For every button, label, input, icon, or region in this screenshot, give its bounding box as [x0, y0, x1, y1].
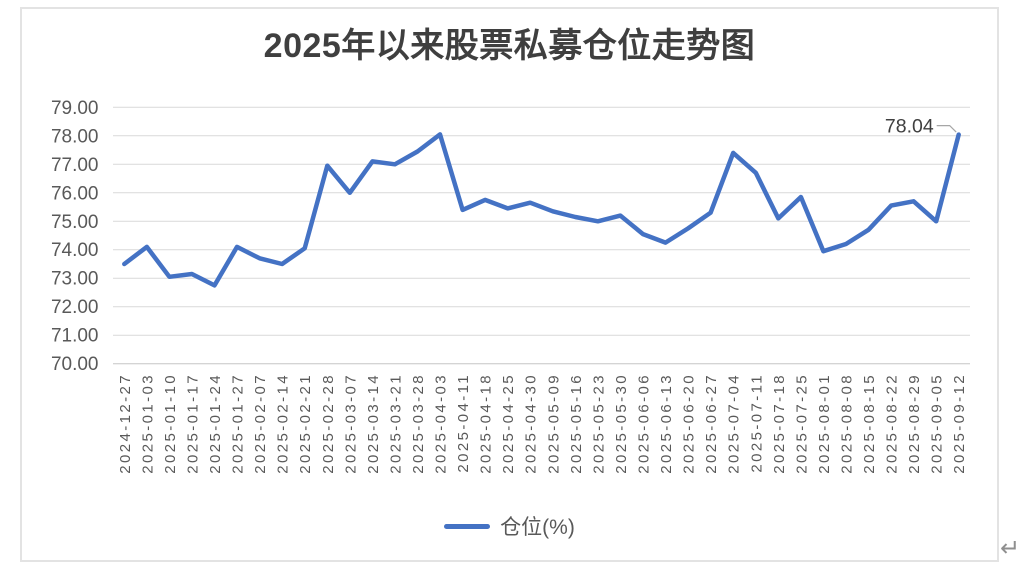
x-tick-label: 2025-09-05 — [929, 373, 946, 474]
x-tick-label: 2025-06-06 — [636, 373, 653, 474]
legend-label: 仓位(%) — [500, 516, 575, 539]
x-tick-label: 2025-07-25 — [793, 373, 810, 474]
x-tick-label: 2025-01-10 — [162, 373, 179, 474]
x-tick-label: 2025-08-29 — [906, 373, 923, 474]
y-tick-label: 74.00 — [51, 240, 99, 261]
x-tick-label: 2025-04-18 — [478, 373, 495, 474]
chart-frame[interactable] — [20, 7, 999, 562]
x-tick-label: 2025-03-28 — [410, 373, 427, 474]
x-tick-label: 2025-05-30 — [613, 373, 630, 474]
x-tick-label: 2025-01-03 — [139, 373, 156, 474]
x-tick-label: 2025-07-18 — [771, 373, 788, 474]
x-tick-label: 2025-02-28 — [320, 373, 337, 474]
x-tick-label: 2025-08-15 — [861, 373, 878, 474]
x-tick-label: 2025-03-21 — [387, 373, 404, 474]
x-tick-label: 2025-05-16 — [568, 373, 585, 474]
y-tick-label: 78.00 — [51, 126, 99, 147]
y-tick-label: 72.00 — [51, 297, 99, 318]
y-tick-label: 76.00 — [51, 183, 99, 204]
x-tick-label: 2024-12-27 — [117, 373, 134, 474]
x-tick-label: 2025-09-12 — [951, 373, 968, 474]
x-tick-label: 2025-06-27 — [703, 373, 720, 474]
y-tick-label: 79.00 — [51, 98, 99, 119]
y-tick-label: 71.00 — [51, 326, 99, 347]
x-tick-label: 2025-07-11 — [748, 373, 765, 473]
x-tick-label: 2025-05-09 — [545, 373, 562, 474]
x-tick-label: 2025-08-22 — [884, 373, 901, 474]
x-tick-label: 2025-07-04 — [726, 373, 743, 474]
x-tick-label: 2025-06-20 — [681, 373, 698, 474]
x-tick-label: 2025-03-14 — [365, 373, 382, 474]
x-tick-label: 2025-05-23 — [590, 373, 607, 474]
x-tick-label: 2025-01-24 — [207, 373, 224, 474]
x-tick-label: 2025-08-08 — [839, 373, 856, 474]
paragraph-mark: ↵ — [1000, 535, 1021, 562]
chart-title: 2025年以来股票私募仓位走势图 — [263, 27, 756, 65]
legend: 仓位(%) — [20, 512, 999, 540]
y-tick-label: 77.00 — [51, 155, 99, 176]
x-tick-label: 2025-04-25 — [500, 373, 517, 474]
y-tick-label: 70.00 — [51, 354, 99, 375]
x-tick-label: 2025-03-07 — [342, 373, 359, 474]
y-tick-label: 75.00 — [51, 212, 99, 233]
data-label-leader-line — [936, 124, 957, 133]
x-tick-label: 2025-06-13 — [658, 373, 675, 474]
x-tick-label: 2025-04-11 — [455, 373, 472, 473]
x-tick-label: 2025-02-14 — [275, 373, 292, 474]
x-tick-label: 2025-02-21 — [297, 373, 314, 474]
x-tick-label: 2025-04-03 — [433, 373, 450, 474]
legend-line-swatch — [444, 523, 491, 529]
x-tick-label: 2025-01-17 — [184, 373, 201, 474]
x-tick-label: 2025-02-07 — [252, 373, 269, 474]
x-tick-label: 2025-04-30 — [523, 373, 540, 474]
y-tick-label: 73.00 — [51, 269, 99, 290]
x-tick-label: 2025-01-27 — [230, 373, 247, 474]
last-point-data-label: 78.04 — [885, 116, 934, 138]
x-tick-label: 2025-08-01 — [816, 373, 833, 474]
series-line — [122, 132, 961, 288]
